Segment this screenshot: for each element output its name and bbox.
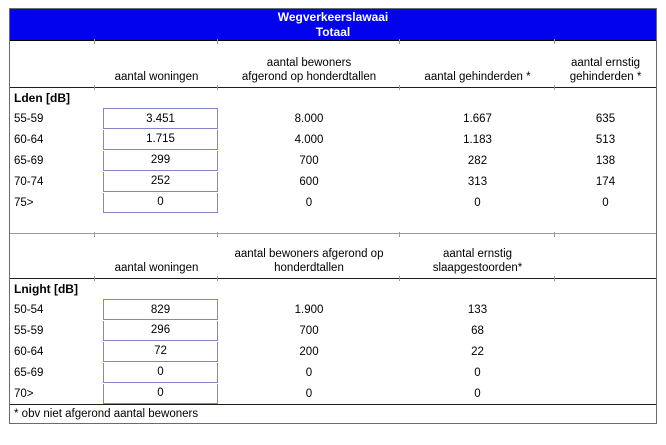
empty-value — [555, 341, 656, 362]
table-row: 70> 0 0 0 — [10, 383, 656, 404]
bewoners-value: 0 — [305, 196, 313, 209]
group-row-lden: Lden [dB] — [10, 88, 656, 108]
slaapgestoorden-value: 133 — [467, 303, 488, 316]
table-row: 55-59 3.451 8.000 1.667 635 — [10, 108, 656, 129]
ernstig-gehinderden-value: 138 — [595, 154, 616, 167]
woningen-value-box[interactable]: 829 — [103, 299, 218, 320]
noise-report-table: Wegverkeerslawaai Totaal aantal woningen… — [9, 8, 657, 424]
group-label-lden: Lden [dB] — [14, 91, 70, 105]
bewoners-value: 0 — [305, 387, 313, 400]
slaapgestoorden-value: 0 — [474, 387, 481, 400]
gehinderden-value: 313 — [467, 175, 488, 188]
bewoners-value: 1.900 — [294, 303, 324, 316]
woningen-value-box[interactable]: 0 — [103, 192, 218, 213]
woningen-value-box[interactable]: 0 — [103, 362, 218, 383]
header-aantal-ernstig-slaapgestoorden: aantal ernstig slaapgestoorden* — [399, 232, 555, 281]
woningen-cell: 299 — [95, 150, 218, 171]
bewoners-value: 600 — [299, 175, 319, 188]
woningen-value-box[interactable]: 3.451 — [103, 108, 218, 129]
bewoners-value: 700 — [299, 324, 319, 337]
lden-rows: 55-59 3.451 8.000 1.667 635 60-64 1.715 … — [10, 108, 656, 213]
header-aantal-ernstig-gehinderden: aantal ernstig gehinderden * — [554, 39, 656, 90]
woningen-cell: 3.451 — [95, 108, 218, 129]
row-label: 60-64 — [14, 133, 44, 146]
table-title-line1: Wegverkeerslawaai — [277, 9, 389, 24]
slaapgestoorden-value: 68 — [471, 324, 484, 337]
table-row: 70-74 252 600 313 174 — [10, 171, 656, 192]
row-label: 70> — [14, 387, 34, 400]
slaapgestoorden-value: 0 — [474, 366, 481, 379]
row-label: 50-54 — [14, 303, 44, 316]
header-spacer — [10, 41, 95, 87]
header-aantal-woningen: aantal woningen — [94, 232, 218, 281]
bewoners-value: 4.000 — [294, 133, 324, 146]
ernstig-gehinderden-value: 635 — [595, 112, 616, 125]
table-row: 65-69 299 700 282 138 — [10, 150, 656, 171]
table-row: 60-64 1.715 4.000 1.183 513 — [10, 129, 656, 150]
table-row: 50-54 829 1.900 133 — [10, 299, 656, 320]
woningen-value-box[interactable]: 0 — [103, 383, 218, 404]
woningen-cell: 0 — [95, 192, 218, 213]
gehinderden-value: 1.183 — [463, 133, 492, 146]
table-row: 65-69 0 0 0 — [10, 362, 656, 383]
header-empty — [554, 232, 656, 281]
empty-value — [555, 299, 656, 320]
row-label: 75> — [14, 196, 34, 209]
table-row: 60-64 72 200 22 — [10, 341, 656, 362]
group-row-lnight: Lnight [dB] — [10, 279, 656, 299]
woningen-cell: 0 — [95, 383, 218, 404]
row-label: 65-69 — [14, 366, 44, 379]
table-title-banner: Wegverkeerslawaai Totaal — [10, 9, 656, 41]
woningen-value-box[interactable]: 1.715 — [103, 129, 218, 150]
row-label: 60-64 — [14, 345, 44, 358]
group-label-lnight: Lnight [dB] — [14, 282, 78, 296]
bewoners-value: 8.000 — [294, 112, 324, 125]
woningen-value-box[interactable]: 252 — [103, 171, 218, 192]
woningen-cell: 1.715 — [95, 129, 218, 150]
table-title-line2: Totaal — [315, 24, 351, 39]
ernstig-gehinderden-value: 0 — [602, 196, 609, 209]
section-gap — [10, 213, 656, 233]
header-aantal-bewoners: aantal bewoners afgerond op honderdtalle… — [217, 39, 400, 90]
empty-value — [555, 383, 656, 404]
ernstig-gehinderden-value: 174 — [595, 175, 616, 188]
row-label: 55-59 — [14, 112, 44, 125]
header-spacer — [10, 234, 95, 278]
footnote-text: * obv niet afgerond aantal bewoners — [14, 408, 199, 420]
gehinderden-value: 1.667 — [463, 112, 492, 125]
bewoners-value: 0 — [305, 366, 313, 379]
woningen-cell: 829 — [95, 299, 218, 320]
row-label: 65-69 — [14, 154, 44, 167]
table-row: 55-59 296 700 68 — [10, 320, 656, 341]
woningen-cell: 252 — [95, 171, 218, 192]
woningen-cell: 296 — [95, 320, 218, 341]
gehinderden-value: 0 — [474, 196, 481, 209]
header-aantal-bewoners: aantal bewoners afgerond op honderdtalle… — [217, 232, 400, 281]
header-aantal-woningen: aantal woningen — [94, 39, 218, 90]
table-row: 75> 0 0 0 0 — [10, 192, 656, 213]
row-label: 55-59 — [14, 324, 44, 337]
gehinderden-value: 282 — [467, 154, 488, 167]
row-label: 70-74 — [14, 175, 44, 188]
header-row-lnight: aantal woningen aantal bewoners afgerond… — [10, 232, 656, 281]
woningen-cell: 0 — [95, 362, 218, 383]
bewoners-value: 700 — [299, 154, 319, 167]
empty-value — [555, 362, 656, 383]
woningen-value-box[interactable]: 296 — [103, 320, 218, 341]
woningen-value-box[interactable]: 72 — [103, 341, 218, 362]
woningen-cell: 72 — [95, 341, 218, 362]
footnote-row: * obv niet afgerond aantal bewoners — [10, 404, 656, 423]
slaapgestoorden-value: 22 — [471, 345, 484, 358]
bewoners-value: 200 — [299, 345, 319, 358]
lnight-rows: 50-54 829 1.900 133 55-59 296 700 68 60-… — [10, 299, 656, 404]
header-aantal-gehinderden: aantal gehinderden * — [399, 39, 555, 90]
woningen-value-box[interactable]: 299 — [103, 150, 218, 171]
empty-value — [555, 320, 656, 341]
header-row-lden: aantal woningen aantal bewoners afgerond… — [10, 39, 656, 90]
ernstig-gehinderden-value: 513 — [595, 133, 616, 146]
